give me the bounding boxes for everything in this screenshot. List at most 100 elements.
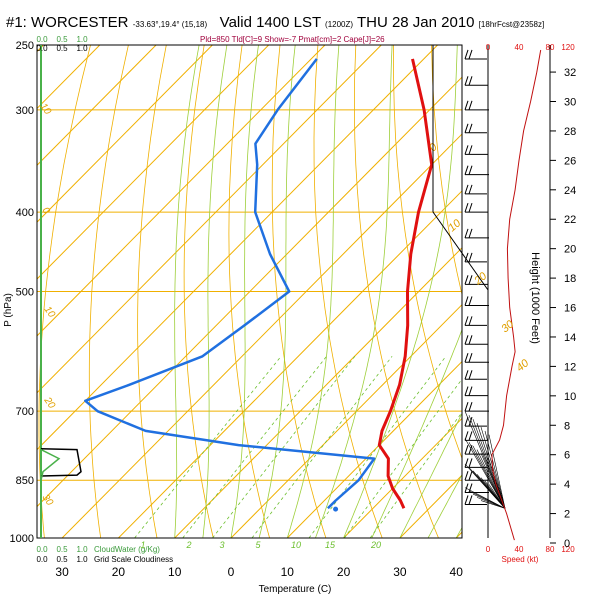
wind-barb-feather xyxy=(468,495,473,505)
mixing-ratio-label: 3 xyxy=(219,540,224,550)
height-tick-label: 12 xyxy=(564,361,576,373)
wind-barb-feather xyxy=(468,401,473,412)
wind-barb-feather xyxy=(468,370,473,380)
speed-axis-label: Speed (kt) xyxy=(502,555,539,564)
dry-adiabat xyxy=(313,45,383,538)
hodograph-line xyxy=(480,500,506,509)
wind-barb-feather xyxy=(468,416,473,427)
mixing-ratio-label: 15 xyxy=(325,540,336,550)
temperature-profile xyxy=(377,58,434,509)
mixing-ratio-label: 2 xyxy=(185,540,191,550)
wind-barb-feather xyxy=(464,76,469,86)
cloudwater-tick-bottom: 0.5 xyxy=(56,545,68,554)
isotherm xyxy=(455,531,462,538)
isotherm xyxy=(286,360,462,538)
cloudiness-tick-bottom: 1.0 xyxy=(76,555,88,564)
dry-adiabat xyxy=(88,45,129,538)
wind-barb-feather xyxy=(464,296,469,306)
wind-barb-feather xyxy=(464,370,469,380)
hodograph-line xyxy=(488,434,506,509)
mixing-ratio-label: 5 xyxy=(255,540,261,550)
wind-barb-feather xyxy=(468,335,473,345)
height-tick-label: 28 xyxy=(564,126,576,138)
wind-barb-feather xyxy=(468,353,473,363)
temperature-tick-label: 0 xyxy=(228,565,235,579)
dry-adiabat xyxy=(431,45,462,297)
height-tick-label: 8 xyxy=(564,420,570,432)
wind-barb-feather xyxy=(464,353,469,363)
cloudwater-profile xyxy=(40,448,61,481)
dry-adiabat xyxy=(583,45,600,538)
valid-time: Valid 1400 LST xyxy=(219,14,321,31)
height-tick-label: 32 xyxy=(564,67,576,79)
dry-adiabat-label: 0 xyxy=(40,205,52,216)
speed-tick-bottom: 40 xyxy=(515,545,524,554)
dry-adiabat xyxy=(353,45,439,538)
cloudwater-tick-bottom: 0.0 xyxy=(36,545,48,554)
pressure-tick-label: 250 xyxy=(16,40,34,52)
height-tick-label: 0 xyxy=(564,538,570,550)
height-tick-label: 18 xyxy=(564,273,576,285)
isotherm xyxy=(37,45,326,337)
chart-subtitle: Pld=850 Tld[C]=9 Show=-7 Pmat[cm]=2 Cape… xyxy=(200,35,385,44)
mixing-ratio-label: 1 xyxy=(140,540,145,550)
pressure-tick-label: 400 xyxy=(16,207,34,219)
mixing-ratio-line xyxy=(251,356,393,538)
mixing-ratio-line xyxy=(369,411,462,538)
isotherm xyxy=(37,45,438,451)
wind-barb-feather xyxy=(468,458,473,468)
cloudiness-tick-bottom: 0.0 xyxy=(36,555,48,564)
pressure-tick-label: 700 xyxy=(16,406,34,418)
height-tick-label: 2 xyxy=(564,509,570,521)
isotherm xyxy=(37,76,462,508)
cloudwater-tick-top: 0.0 xyxy=(36,35,48,44)
speed-tick-bottom: 120 xyxy=(561,545,575,554)
hodograph-line xyxy=(472,445,506,509)
moist-adiabat xyxy=(315,45,393,538)
wind-barb-feather xyxy=(464,458,469,468)
height-tick-label: 30 xyxy=(564,97,576,109)
x-axis-label: Temperature (C) xyxy=(259,584,332,595)
dewpoint-profile xyxy=(84,58,376,510)
moist-adiabat xyxy=(399,412,462,538)
isotherm xyxy=(174,247,462,538)
wind-barb-feather xyxy=(468,100,473,110)
isotherm-label: 40 xyxy=(514,357,532,375)
height-tick-label: 6 xyxy=(564,450,570,462)
valid-date: THU 28 Jan 2010 xyxy=(356,14,475,31)
dry-adiabat xyxy=(183,45,214,538)
hodograph-line xyxy=(468,442,506,509)
temperature-tick-label: 30 xyxy=(55,565,69,579)
temperature-tick-label: 40 xyxy=(450,565,464,579)
cloudwater-tick-top: 0.5 xyxy=(56,35,68,44)
wind-barb-feather xyxy=(468,49,473,60)
wind-barb-feather xyxy=(468,202,473,213)
surface-dewpoint-marker xyxy=(333,506,339,512)
wind-barb-feather xyxy=(464,483,469,493)
mixing-ratio-label: 10 xyxy=(291,540,301,550)
wind-barb-feather xyxy=(464,165,469,175)
dry-adiabat xyxy=(271,45,327,538)
dry-adiabat-label: 20 xyxy=(41,395,57,412)
wind-barb-feather xyxy=(464,495,469,505)
station-coords: -33.63°,19.4° (15,18) xyxy=(132,20,208,29)
speed-tick-top: 40 xyxy=(515,43,524,52)
height-tick-label: 24 xyxy=(564,185,576,197)
y-axis-label: P (hPa) xyxy=(3,293,14,327)
wind-barb-feather xyxy=(468,76,473,86)
wind-barb-feather xyxy=(464,335,469,345)
moist-adiabat xyxy=(427,473,462,538)
dry-adiabat xyxy=(137,45,167,538)
isotherm xyxy=(513,45,600,538)
dry-adiabat xyxy=(507,45,600,538)
isotherm xyxy=(37,45,382,394)
chart-title: #1: WORCESTER -33.63°,19.4° (15,18) Vali… xyxy=(6,14,544,31)
wind-barb-feather xyxy=(464,100,469,110)
isotherm xyxy=(37,45,270,280)
isotherm-label: 30 xyxy=(499,318,517,336)
utc-time: (1200Z) xyxy=(325,20,354,29)
wind-barb-feather xyxy=(468,386,473,396)
height-tick-label: 4 xyxy=(564,479,570,491)
temperature-tick-label: 30 xyxy=(393,565,407,579)
